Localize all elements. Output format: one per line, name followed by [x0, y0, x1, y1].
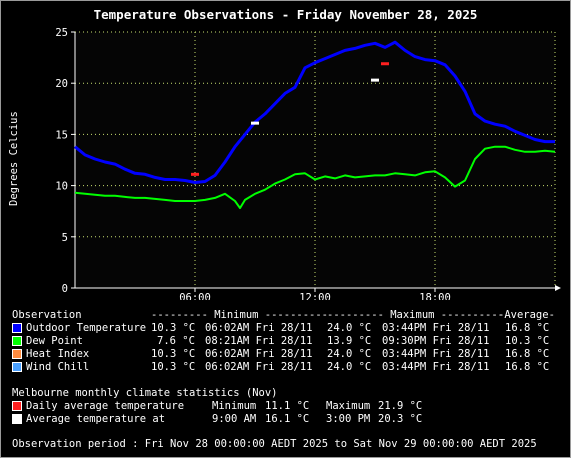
average-9am-marker	[251, 121, 259, 125]
x-tick-label: 12:00	[299, 292, 331, 300]
outdoor-temperature-line	[74, 40, 555, 184]
average-at-swatch	[12, 414, 22, 424]
y-tick-label: 20	[55, 78, 68, 90]
temperature-chart: 0 5 10 15 20 25 06:00 12:00 18:00	[55, 27, 561, 300]
row-label-dew-point: Dew Point	[26, 335, 83, 347]
table-header-minimum: --------- Minimum ----------	[151, 309, 329, 321]
row-max-value: 24.0 °C	[327, 322, 372, 334]
average-at-time-1: 9:00 AM	[212, 413, 257, 425]
row-label-heat-index: Heat Index	[26, 348, 90, 360]
row-average: 10.3 °C	[505, 335, 550, 347]
climate-heading: Melbourne monthly climate statistics (No…	[12, 387, 278, 399]
row-min-value: 7.6 °C	[157, 335, 195, 347]
wind-chill-swatch	[12, 362, 22, 372]
outdoor-temperature-swatch	[12, 323, 22, 333]
row-min-value: 10.3 °C	[151, 361, 196, 373]
row-min-time: 06:02AM Fri 28/11	[205, 361, 313, 373]
dew-point-line	[74, 145, 556, 210]
average-at-value-1: 16.1 °C	[265, 413, 310, 425]
row-label-outdoor-temperature: Outdoor Temperature	[26, 322, 147, 334]
table-header-observation: Observation	[12, 309, 82, 321]
x-tick-label: 18:00	[419, 292, 451, 300]
observation-period: Observation period : Fri Nov 28 00:00:00…	[12, 438, 537, 450]
x-axis-arrow	[555, 285, 561, 291]
row-label-wind-chill: Wind Chill	[26, 361, 90, 373]
daily-average-min-marker	[191, 172, 199, 176]
y-tick-label: 5	[62, 232, 68, 244]
daily-max-value: 21.9 °C	[378, 400, 423, 412]
row-max-value: 24.0 °C	[327, 348, 372, 360]
heat-index-swatch	[12, 349, 22, 359]
daily-average-max-marker	[381, 62, 389, 66]
row-average: 16.8 °C	[505, 322, 550, 334]
dew-point-swatch	[12, 336, 22, 346]
average-at-label: Average temperature at	[26, 413, 166, 425]
daily-min-value: 11.1 °C	[265, 400, 310, 412]
daily-min-label: Minimum	[212, 400, 257, 412]
row-min-time: 06:02AM Fri 28/11	[205, 348, 313, 360]
row-max-time: 09:30PM Fri 28/11	[382, 335, 490, 347]
x-tick-label: 06:00	[179, 292, 211, 300]
row-min-time: 06:02AM Fri 28/11	[205, 322, 313, 334]
average-at-time-2: 3:00 PM	[326, 413, 371, 425]
daily-average-label: Daily average temperature	[26, 400, 185, 412]
daily-max-label: Maximum	[326, 400, 371, 412]
y-tick-label: 15	[55, 129, 68, 141]
average-at-value-2: 20.3 °C	[378, 413, 423, 425]
y-tick-label: 25	[55, 27, 68, 39]
row-average: 16.8 °C	[505, 361, 550, 373]
table-header-average: -Average-	[498, 309, 555, 321]
y-tick-label: 0	[62, 283, 68, 295]
row-min-value: 10.3 °C	[151, 322, 196, 334]
row-max-time: 03:44PM Fri 28/11	[382, 361, 490, 373]
row-max-value: 24.0 °C	[327, 361, 372, 373]
daily-average-swatch	[12, 401, 22, 411]
table-header-maximum: --------- Maximum ----------	[327, 309, 505, 321]
row-max-time: 03:44PM Fri 28/11	[382, 322, 490, 334]
y-tick-label: 10	[55, 181, 68, 193]
row-average: 16.8 °C	[505, 348, 550, 360]
row-min-value: 10.3 °C	[151, 348, 196, 360]
row-max-time: 03:44PM Fri 28/11	[382, 348, 490, 360]
average-3pm-marker	[371, 78, 379, 82]
chart-title: Temperature Observations - Friday Novemb…	[93, 7, 478, 22]
row-max-value: 13.9 °C	[327, 335, 372, 347]
row-min-time: 08:21AM Fri 28/11	[205, 335, 313, 347]
